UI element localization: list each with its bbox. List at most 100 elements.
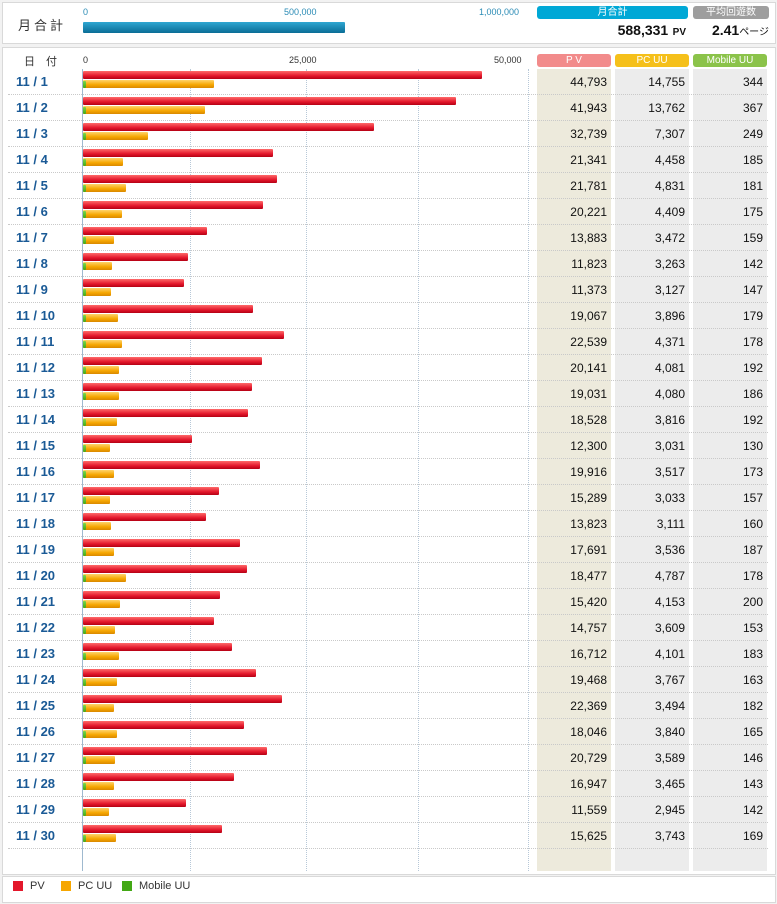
pv-cell: 20,221 (570, 205, 607, 219)
pcuu-bar (83, 704, 115, 712)
pcuu-bar (83, 184, 126, 192)
pcuu-cell: 3,263 (654, 257, 685, 271)
summary-tick-0: 0 (83, 7, 89, 17)
mobile-bar (83, 159, 86, 166)
row-separator (8, 770, 768, 771)
date-label: 11 / 20 (16, 568, 56, 583)
pv-bar (83, 123, 375, 131)
mobile-cell: 178 (742, 335, 763, 349)
pcuu-bar (83, 132, 149, 140)
pcuu-bar (83, 652, 120, 660)
legend-mobile-label: Mobile UU (139, 880, 191, 892)
pv-bar (83, 331, 284, 339)
date-label: 11 / 12 (16, 360, 56, 375)
grid-line-3 (418, 69, 419, 871)
row-separator (8, 198, 768, 199)
row-separator (8, 276, 768, 277)
pv-cell: 16,947 (570, 777, 607, 791)
pv-cell: 15,420 (570, 595, 607, 609)
avg-pages-header: 平均回遊数 (693, 6, 769, 19)
pcuu-cell: 4,409 (654, 205, 685, 219)
pcuu-cell: 3,816 (654, 413, 685, 427)
grid-line-2 (306, 69, 307, 871)
pv-cell: 20,729 (570, 751, 607, 765)
pv-bar (83, 409, 248, 417)
date-label: 11 / 30 (16, 828, 56, 843)
pv-cell: 16,712 (570, 647, 607, 661)
pcuu-bar (83, 496, 110, 504)
pcuu-cell: 3,472 (654, 231, 685, 245)
pcuu-cell: 4,787 (654, 569, 685, 583)
pcuu-cell: 4,371 (654, 335, 685, 349)
pcuu-bar (83, 288, 111, 296)
pv-bar (83, 721, 244, 729)
grid-line-1 (190, 69, 191, 871)
pcuu-bar (83, 340, 122, 348)
row-separator (8, 562, 768, 563)
mobile-bar (83, 367, 86, 374)
mobile-bar (83, 783, 86, 790)
mobile-cell: 159 (742, 231, 763, 245)
pcuu-cell: 2,945 (654, 803, 685, 817)
pv-bar (83, 305, 253, 313)
row-separator (8, 354, 768, 355)
date-label: 11 / 11 (16, 334, 55, 349)
legend-pcuu-swatch (61, 881, 71, 891)
monthly-total-number: 588,331 (617, 22, 669, 38)
mobile-cell: 186 (742, 387, 763, 401)
pcuu-bar (83, 106, 206, 114)
row-separator (8, 250, 768, 251)
date-label: 11 / 19 (16, 542, 56, 557)
row-separator (8, 744, 768, 745)
pcuu-cell: 4,458 (654, 153, 685, 167)
pv-cell: 18,528 (570, 413, 607, 427)
pv-bar (83, 487, 220, 495)
mobile-cell: 178 (742, 569, 763, 583)
mobile-cell: 146 (742, 751, 763, 765)
pcuu-cell: 4,153 (654, 595, 685, 609)
row-separator (8, 328, 768, 329)
mobile-bar (83, 627, 86, 634)
mobile-cell: 179 (742, 309, 763, 323)
row-separator (8, 458, 768, 459)
pcuu-cell: 3,609 (654, 621, 685, 635)
pv-bar (83, 71, 482, 79)
row-separator (8, 146, 768, 147)
row-separator (8, 406, 768, 407)
mobile-bar (83, 419, 86, 426)
pv-cell: 17,691 (570, 543, 607, 557)
pcuu-cell: 3,536 (654, 543, 685, 557)
monthly-total-unit: PV (672, 27, 686, 38)
pcuu-cell: 3,517 (654, 465, 685, 479)
pcuu-cell: 3,840 (654, 725, 685, 739)
pv-bar (83, 643, 232, 651)
pcuu-bar (83, 418, 117, 426)
pv-cell: 19,916 (570, 465, 607, 479)
pv-bar (83, 383, 253, 391)
legend-pcuu-label: PC UU (78, 880, 113, 892)
date-label: 11 / 13 (16, 386, 56, 401)
pv-column-header: P V (537, 54, 611, 67)
row-separator (8, 172, 768, 173)
date-label: 11 / 15 (16, 438, 56, 453)
mobile-cell: 142 (742, 803, 763, 817)
pv-cell: 15,625 (570, 829, 607, 843)
mobile-bar (83, 835, 86, 842)
legend-pv-label: PV (30, 880, 45, 892)
pv-bar (83, 591, 221, 599)
date-label: 11 / 1 (16, 74, 48, 89)
pcuu-cell: 4,101 (654, 647, 685, 661)
row-separator (8, 848, 768, 849)
date-label: 11 / 3 (16, 126, 48, 141)
row-separator (8, 94, 768, 95)
pcuu-cell: 3,031 (654, 439, 685, 453)
mobile-cell: 147 (742, 283, 763, 297)
date-label: 11 / 24 (16, 672, 56, 687)
pv-cell: 32,739 (570, 127, 607, 141)
mobile-cell: 153 (742, 621, 763, 635)
pcuu-bar (83, 236, 114, 244)
mobile-bar (83, 211, 86, 218)
mobile-bar (83, 393, 86, 400)
mobile-bar (83, 263, 86, 270)
mobile-bar (83, 705, 86, 712)
